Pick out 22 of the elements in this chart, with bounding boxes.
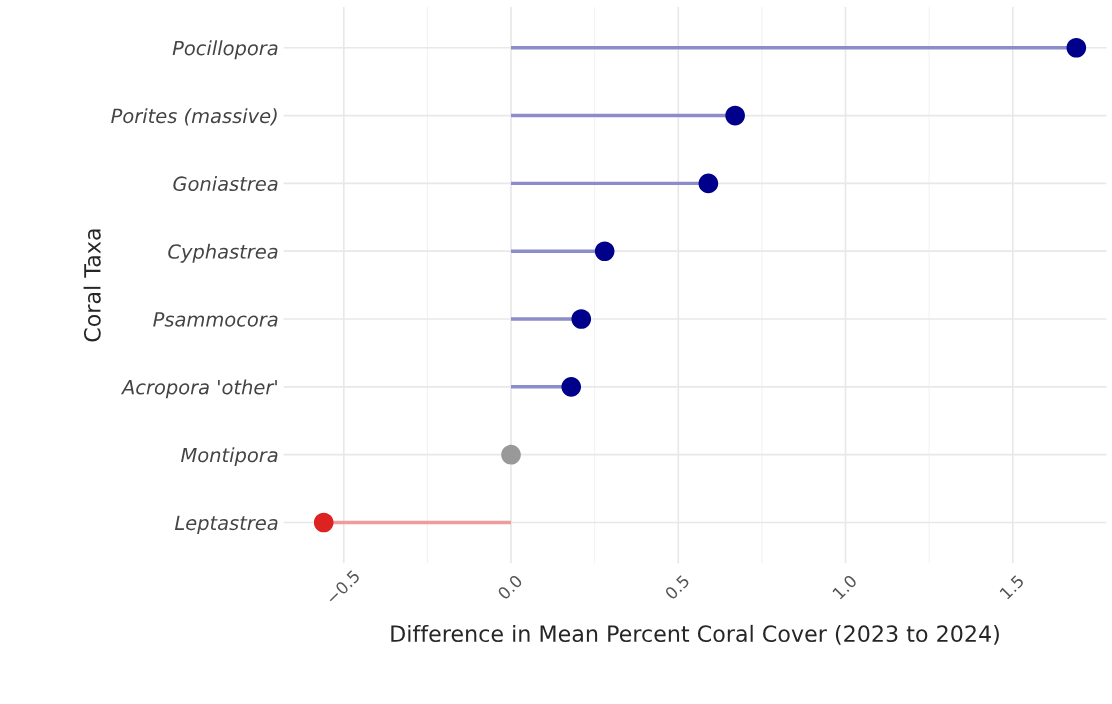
point bbox=[698, 173, 719, 194]
y-tick-label: Psammocora bbox=[153, 312, 278, 327]
y-tick-label: Cyphastrea bbox=[168, 243, 278, 263]
point bbox=[1066, 37, 1087, 58]
y-tick-label: Montipora bbox=[181, 447, 278, 467]
y-tick-label: Acropora 'other' bbox=[120, 379, 277, 399]
y-tick-label: Leptastrea bbox=[174, 515, 278, 534]
point bbox=[313, 512, 334, 533]
x-axis-title: Difference in Mean Percent Coral Cover (2023 to 2024) bbox=[391, 624, 999, 645]
x-tick-label: 1.5 bbox=[999, 574, 1025, 600]
point bbox=[725, 105, 745, 126]
y-axis-title: Coral Taxa bbox=[83, 229, 101, 342]
point bbox=[571, 309, 592, 329]
y-tick-label: Porites (massive) bbox=[111, 108, 277, 126]
point bbox=[594, 241, 615, 262]
x-tick-label: 0.0 bbox=[496, 574, 524, 601]
x-tick-label: 1.0 bbox=[831, 574, 858, 600]
y-tick-label: Pocillopora bbox=[172, 40, 278, 60]
x-tick-label: 0.5 bbox=[664, 574, 691, 601]
y-tick-label: Goniastrea bbox=[173, 176, 278, 192]
point bbox=[561, 377, 582, 397]
point bbox=[501, 444, 521, 465]
